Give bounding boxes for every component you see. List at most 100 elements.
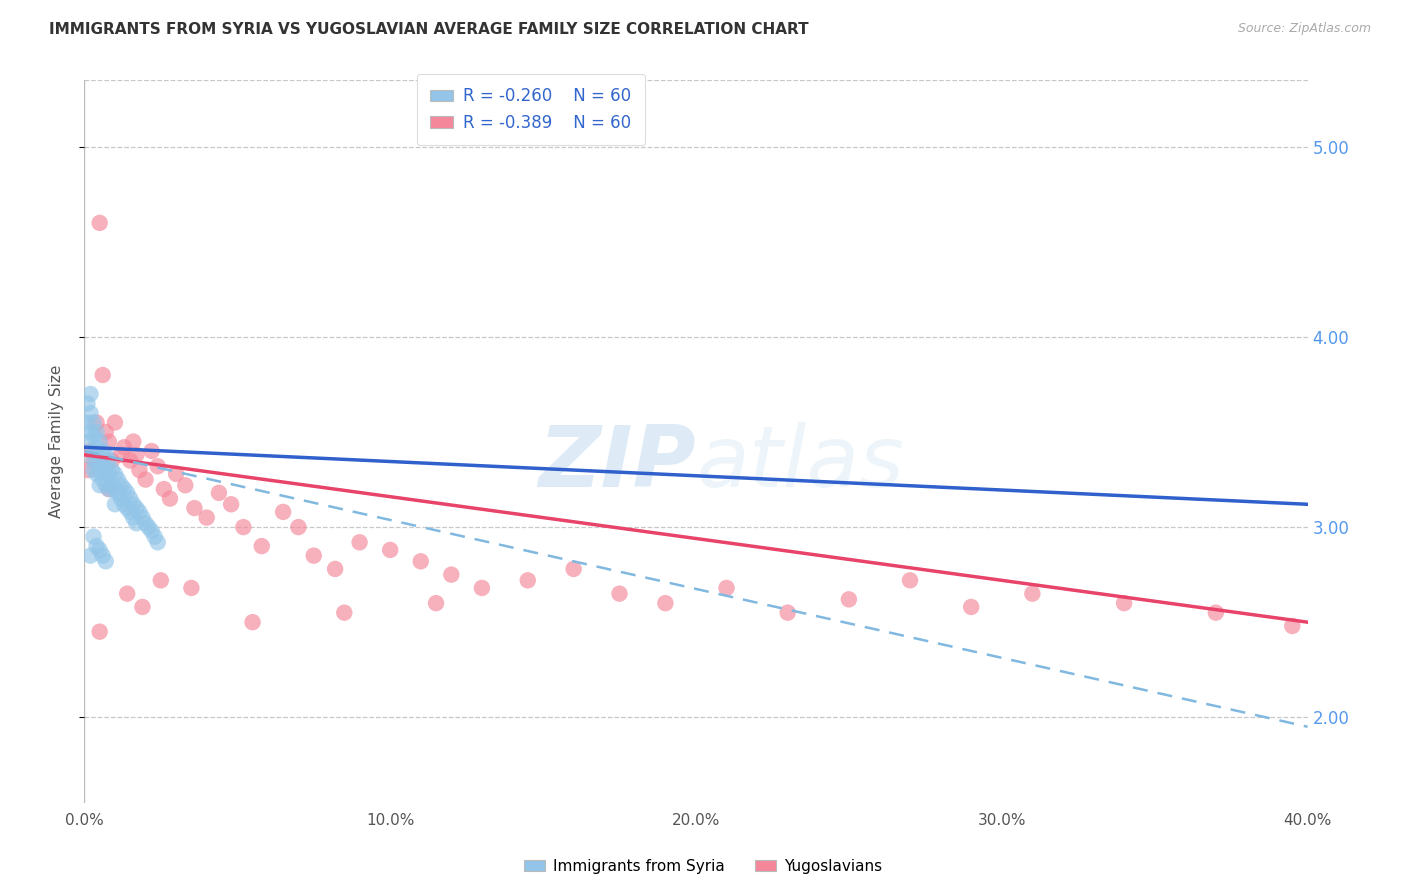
Point	[125, 448, 148, 462]
Point	[159, 491, 181, 506]
Point	[101, 453, 124, 467]
Point	[101, 478, 124, 492]
Point	[838, 592, 860, 607]
Point	[131, 599, 153, 614]
Point	[83, 463, 105, 477]
Point	[91, 549, 114, 563]
Point	[94, 425, 117, 439]
Text: IMMIGRANTS FROM SYRIA VS YUGOSLAVIAN AVERAGE FAMILY SIZE CORRELATION CHART: IMMIGRANTS FROM SYRIA VS YUGOSLAVIAN AVE…	[49, 22, 808, 37]
Point	[141, 524, 163, 538]
Point	[89, 216, 111, 230]
Point	[716, 581, 738, 595]
Point	[654, 596, 676, 610]
Point	[174, 478, 197, 492]
Point	[101, 463, 124, 477]
Point	[91, 459, 114, 474]
Point	[115, 486, 138, 500]
Point	[128, 505, 150, 519]
Point	[89, 434, 111, 449]
Point	[122, 434, 145, 449]
Point	[107, 486, 129, 500]
Point	[250, 539, 273, 553]
Point	[83, 530, 105, 544]
Point	[94, 478, 117, 492]
Point	[135, 473, 157, 487]
Point	[125, 501, 148, 516]
Point	[86, 467, 108, 481]
Point	[1205, 606, 1227, 620]
Point	[776, 606, 799, 620]
Point	[287, 520, 309, 534]
Point	[180, 581, 202, 595]
Point	[1114, 596, 1136, 610]
Point	[79, 444, 101, 458]
Legend: R = -0.260    N = 60, R = -0.389    N = 60: R = -0.260 N = 60, R = -0.389 N = 60	[416, 74, 645, 145]
Point	[91, 473, 114, 487]
Point	[110, 478, 132, 492]
Point	[97, 434, 120, 449]
Point	[76, 396, 98, 410]
Point	[149, 574, 172, 588]
Point	[122, 497, 145, 511]
Point	[120, 505, 142, 519]
Point	[302, 549, 325, 563]
Point	[219, 497, 242, 511]
Point	[79, 549, 101, 563]
Point	[94, 463, 117, 477]
Point	[516, 574, 538, 588]
Point	[128, 463, 150, 477]
Point	[609, 587, 631, 601]
Point	[195, 510, 218, 524]
Point	[107, 473, 129, 487]
Point	[83, 429, 105, 443]
Point	[183, 501, 205, 516]
Point	[115, 587, 138, 601]
Point	[440, 567, 463, 582]
Y-axis label: Average Family Size: Average Family Size	[49, 365, 63, 518]
Point	[76, 463, 98, 477]
Point	[104, 416, 127, 430]
Point	[271, 505, 294, 519]
Point	[135, 516, 157, 531]
Point	[153, 482, 176, 496]
Point	[425, 596, 447, 610]
Legend: Immigrants from Syria, Yugoslavians: Immigrants from Syria, Yugoslavians	[517, 853, 889, 880]
Point	[138, 520, 160, 534]
Point	[86, 453, 108, 467]
Point	[349, 535, 371, 549]
Point	[79, 387, 101, 401]
Point	[83, 444, 105, 458]
Point	[83, 453, 105, 467]
Point	[131, 510, 153, 524]
Point	[76, 416, 98, 430]
Point	[242, 615, 264, 630]
Point	[86, 416, 108, 430]
Point	[89, 478, 111, 492]
Point	[208, 486, 231, 500]
Point	[232, 520, 254, 534]
Point	[165, 467, 187, 481]
Point	[104, 497, 127, 511]
Point	[146, 535, 169, 549]
Point	[120, 453, 142, 467]
Point	[120, 491, 142, 506]
Point	[97, 482, 120, 496]
Point	[333, 606, 356, 620]
Point	[83, 416, 105, 430]
Point	[86, 440, 108, 454]
Point	[898, 574, 921, 588]
Point	[89, 542, 111, 557]
Point	[97, 482, 120, 496]
Point	[97, 467, 120, 481]
Text: atlas: atlas	[696, 422, 904, 505]
Point	[323, 562, 346, 576]
Point	[562, 562, 585, 576]
Point	[409, 554, 432, 568]
Point	[104, 467, 127, 481]
Point	[79, 434, 101, 449]
Point	[141, 444, 163, 458]
Text: ZIP: ZIP	[538, 422, 696, 505]
Point	[94, 554, 117, 568]
Point	[960, 599, 983, 614]
Point	[79, 425, 101, 439]
